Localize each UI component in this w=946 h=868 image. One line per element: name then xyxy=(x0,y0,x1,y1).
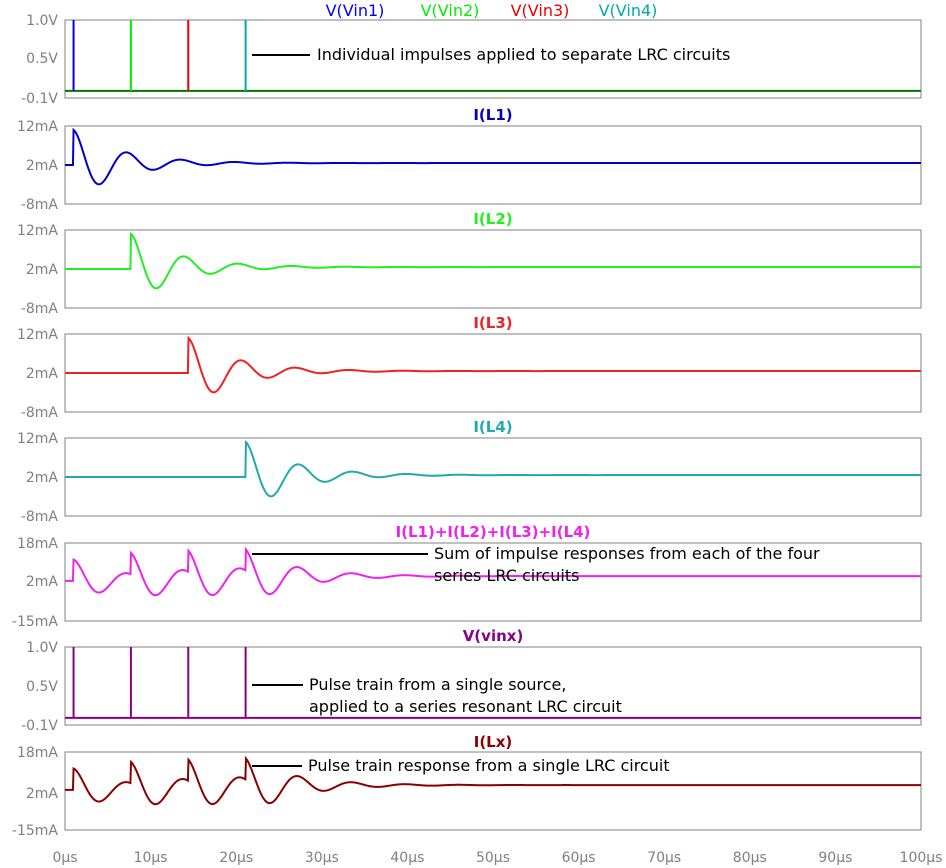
y-tick-label: 2mA xyxy=(26,158,59,174)
y-tick-label: 2mA xyxy=(26,262,59,278)
x-tick-label: 30µs xyxy=(305,850,339,866)
plot-frame-vin xyxy=(64,19,922,99)
y-tick-label: 12mA xyxy=(17,223,58,239)
panel-vinx: 1.0V 0.5V -0.1V V(vinx) Pulse train from a s… xyxy=(21,627,922,734)
y-tick-label: 1.0V xyxy=(26,13,58,29)
plot-frame-il1 xyxy=(64,125,922,205)
x-tick-label: 10µs xyxy=(134,850,168,866)
legend-entry: V(Vin4) xyxy=(599,1,658,20)
x-tick-label: 40µs xyxy=(390,850,424,866)
legend-entry: V(Vin2) xyxy=(421,1,480,20)
panel-title: I(L1) xyxy=(473,106,512,124)
panel-title: I(L3) xyxy=(473,314,512,332)
panel-title: I(L4) xyxy=(473,418,512,436)
plot-frame-vinx xyxy=(64,646,922,726)
y-tick-label: -8mA xyxy=(21,301,59,317)
y-tick-label: 12mA xyxy=(17,327,58,343)
series-line-il2 xyxy=(65,231,921,290)
x-tick-label: 20µs xyxy=(219,850,253,866)
panel-ilx: 18mA 2mA -15mA I(Lx) Pulse train response fr… xyxy=(12,733,922,839)
y-tick-label: -8mA xyxy=(21,509,59,525)
x-tick-label: 0µs xyxy=(52,850,77,866)
x-axis: 0µs 10µs 20µs 30µs 40µs 50µs 60µs 70µs 80µs 90µs 1… xyxy=(52,850,942,866)
annotation-text: Pulse train from a single source, xyxy=(309,675,566,694)
x-tick-label: 70µs xyxy=(647,850,681,866)
panel-il1: 12mA 2mA -8mA I(L1) xyxy=(17,106,922,213)
y-tick-label: 12mA xyxy=(17,431,58,447)
series-line-il1 xyxy=(65,127,921,186)
annotation-text: series LRC circuits xyxy=(434,566,579,585)
y-tick-label: -8mA xyxy=(21,405,59,421)
panel-isum: 18mA 2mA -15mA I(L1)+I(L2)+I(L3)+I(L4) Sum o… xyxy=(12,523,922,630)
y-tick-label: 2mA xyxy=(26,366,59,382)
panel-il4: 12mA 2mA -8mA I(L4) xyxy=(17,418,922,525)
y-tick-label: 18mA xyxy=(17,745,58,761)
series-line-il3 xyxy=(65,335,921,394)
plot-frame-ilx xyxy=(64,751,922,831)
plot-frame-il3 xyxy=(64,333,922,413)
panel-il2: 12mA 2mA -8mA I(L2) xyxy=(17,210,922,317)
plot-frame-isum xyxy=(64,542,922,622)
x-tick-label: 80µs xyxy=(733,850,767,866)
y-tick-label: 2mA xyxy=(26,786,59,802)
y-tick-label: -15mA xyxy=(12,614,59,630)
panel-title: I(Lx) xyxy=(474,733,513,751)
annotation-text: applied to a series resonant LRC circuit xyxy=(309,697,622,716)
panel-title: I(L1)+I(L2)+I(L3)+I(L4) xyxy=(396,523,591,541)
series-line-isum xyxy=(65,546,921,597)
series-line-ilx xyxy=(65,755,921,806)
x-tick-label: 60µs xyxy=(562,850,596,866)
panel-title: V(vinx) xyxy=(463,627,524,645)
annotation-text: Sum of impulse responses from each of th… xyxy=(434,544,820,563)
series-line-il4 xyxy=(65,439,921,498)
y-tick-label: 0.5V xyxy=(26,51,58,67)
legend-entry: V(Vin1) xyxy=(326,1,385,20)
y-tick-label: 2mA xyxy=(26,470,59,486)
y-tick-label: 18mA xyxy=(17,536,58,552)
x-tick-label: 50µs xyxy=(476,850,510,866)
y-tick-label: 2mA xyxy=(26,574,59,590)
annotation-text: Pulse train response from a single LRC c… xyxy=(308,756,670,775)
y-tick-label: 12mA xyxy=(17,119,58,135)
panel-il3: 12mA 2mA -8mA I(L3) xyxy=(17,314,922,421)
panel-title: I(L2) xyxy=(473,210,512,228)
annotation-text: Individual impulses applied to separate … xyxy=(317,45,730,64)
y-tick-label: -0.1V xyxy=(21,718,58,734)
x-tick-label: 90µs xyxy=(818,850,852,866)
legend-entry: V(Vin3) xyxy=(511,1,570,20)
y-tick-label: 0.5V xyxy=(26,679,58,695)
y-tick-label: -0.1V xyxy=(21,91,58,107)
y-tick-label: -15mA xyxy=(12,823,59,839)
y-tick-label: 1.0V xyxy=(26,640,58,656)
panel-vin: 1.0V 0.5V -0.1V V(Vin1) V(Vin2) V(Vin3) V(Vin4… xyxy=(21,1,922,107)
y-tick-label: -8mA xyxy=(21,197,59,213)
x-tick-label: 100µs xyxy=(900,850,943,866)
plot-frame-il2 xyxy=(64,229,922,309)
